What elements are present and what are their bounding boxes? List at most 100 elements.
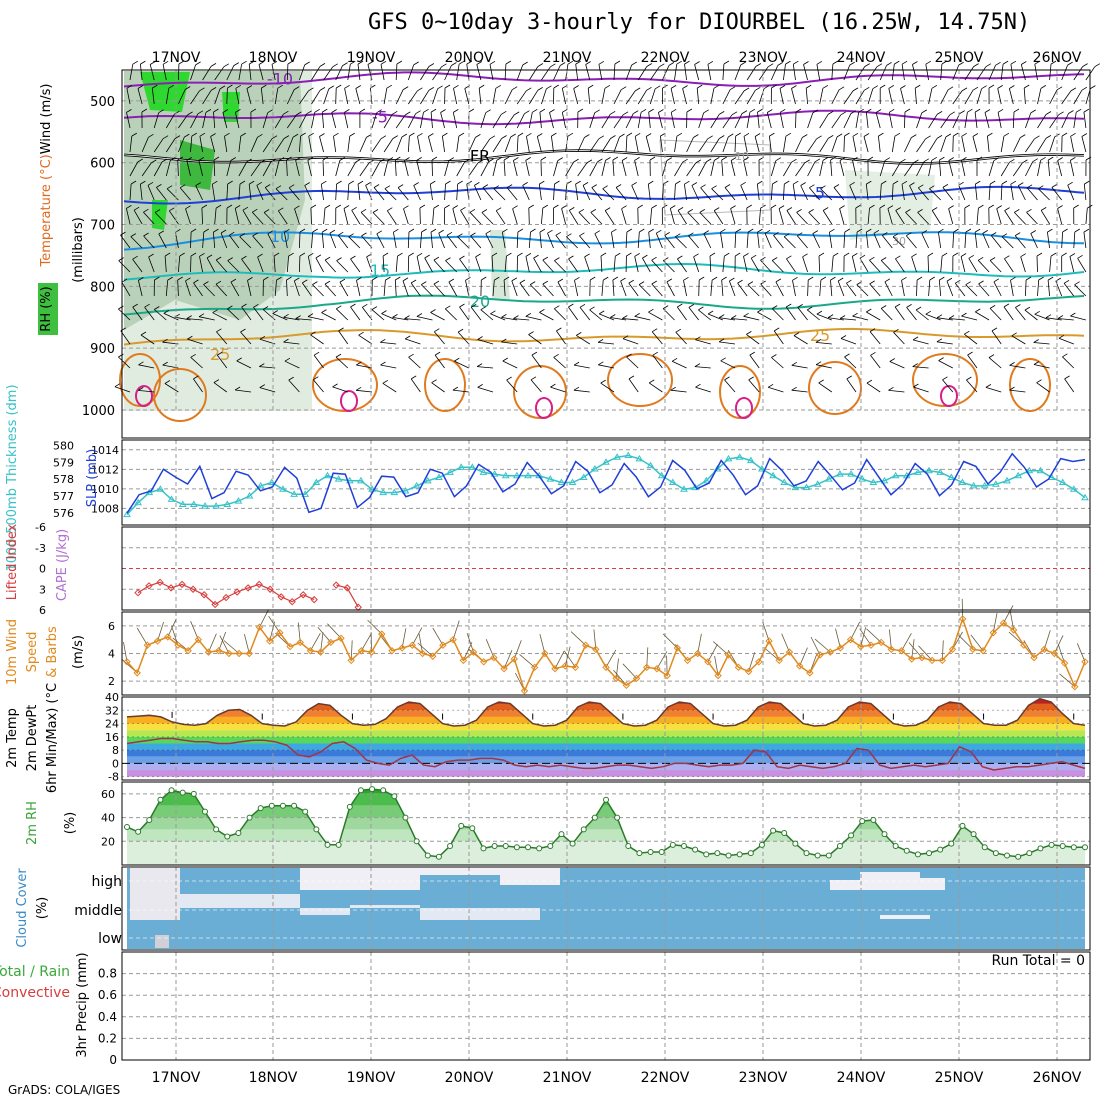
wind-barb-flag — [118, 353, 124, 358]
wind-barb — [190, 255, 192, 273]
wind-barb — [952, 90, 963, 105]
thickness-line-point — [613, 453, 622, 460]
wind-barb — [747, 284, 760, 297]
wind-barb — [454, 360, 469, 369]
wind-barb — [177, 279, 179, 297]
wind-barb-flag — [240, 132, 247, 137]
wind-barb — [324, 283, 336, 297]
wind-barb-flag — [114, 383, 121, 388]
wind-barb-flag — [731, 111, 738, 116]
wind-barb-flag — [387, 207, 393, 212]
wind-barb-flag — [1070, 132, 1076, 137]
wind-barb-flag — [587, 84, 594, 89]
wind-barb-flag — [246, 158, 252, 163]
wind-barb — [178, 63, 180, 81]
wind-barb-flag — [654, 85, 661, 90]
wind-barb — [1061, 113, 1069, 129]
wind-barb-flag — [466, 60, 473, 65]
wind-barb — [651, 259, 663, 273]
wind-barb — [831, 136, 838, 153]
wind-barb-flag — [881, 180, 887, 185]
wind-barb-flag — [482, 184, 489, 188]
wind-barb — [392, 317, 409, 321]
wind-barb — [550, 386, 566, 393]
wind-barb — [503, 279, 506, 297]
wind-barb — [721, 159, 724, 177]
wind-barb — [928, 279, 931, 297]
wind-barb-flag — [622, 335, 629, 340]
thickness-line-point — [546, 475, 555, 482]
wind-barb — [795, 162, 806, 177]
wind-barb — [795, 137, 803, 153]
wind-barb-flag — [693, 253, 699, 258]
wind-barb-flag — [867, 156, 874, 161]
wind-barb — [880, 308, 893, 321]
wind-barb-flag — [485, 109, 491, 114]
wind-barb-flag — [537, 87, 543, 91]
thickness-line-point — [590, 465, 599, 472]
wind-barb — [312, 379, 324, 393]
wind-barb-flag — [604, 207, 611, 211]
wind-barb — [675, 331, 687, 345]
wind-barb — [770, 160, 777, 177]
cloud-clear — [130, 894, 540, 920]
wind-barb-flag — [138, 361, 144, 366]
wind-barb — [855, 231, 858, 249]
wind-barb — [925, 64, 929, 81]
wind-barb-flag — [1061, 132, 1068, 137]
wind-barb — [1062, 356, 1075, 369]
wind-barb-flag — [372, 276, 378, 281]
wind-barb — [513, 318, 530, 321]
wind-barb-flag — [720, 228, 726, 233]
wind-barb-flag — [547, 229, 553, 234]
wind-barb-10m — [412, 627, 423, 646]
wind-barb-flag — [1009, 158, 1015, 163]
wind-barb-flag — [631, 182, 637, 186]
wind-barb-10m — [835, 628, 841, 649]
wind-barb-flag — [286, 156, 292, 161]
wind-barb — [645, 136, 651, 153]
wind-barb-flag — [451, 62, 457, 66]
wind-barb — [831, 89, 840, 105]
wind-barb — [186, 318, 203, 321]
wind-barb-flag — [235, 84, 242, 89]
wind-speed-line-point — [469, 648, 478, 656]
wind-barb-flag — [747, 228, 754, 233]
thickness-line-point — [323, 471, 332, 479]
wind-barb-flag — [771, 354, 777, 358]
wind-barb — [260, 88, 264, 105]
wind-barb-flag — [652, 351, 659, 356]
wind-barb — [226, 87, 228, 105]
wind-speed-line-point — [887, 645, 896, 654]
wind-barb-flag — [796, 209, 802, 213]
wind-barb — [214, 88, 221, 105]
rh-line-point — [124, 824, 130, 831]
wind-barb — [767, 386, 784, 393]
wind-barb — [446, 235, 458, 249]
wind-barb-flag — [573, 361, 580, 366]
wind-barb-flag — [775, 157, 782, 162]
wind-barb — [395, 63, 398, 81]
wind-barb — [816, 313, 832, 321]
y-tick-label: 6 — [39, 604, 46, 617]
wind-barb — [452, 389, 469, 393]
wind-barb-flag — [501, 110, 507, 115]
wind-barb-flag — [322, 156, 329, 161]
y-tick-label: 0 — [39, 563, 46, 576]
wind-barb-flag — [513, 111, 520, 116]
wind-barb — [662, 183, 664, 201]
wind-barb — [259, 387, 276, 393]
thickness-line-point — [1014, 471, 1023, 479]
wind-barb-flag — [778, 205, 785, 209]
wind-barb-flag — [981, 85, 987, 90]
wind-barb-flag — [423, 108, 429, 113]
wind-barb-10m — [763, 647, 780, 661]
wind-barb — [226, 160, 232, 177]
wind-barb-flag — [974, 108, 981, 113]
wind-speed-line-point — [694, 649, 702, 658]
wind-barb — [991, 330, 1002, 345]
wind-barb-flag — [287, 60, 294, 65]
wind-barb — [480, 138, 491, 153]
wind-barb-flag — [556, 327, 562, 332]
wind-barb-flag — [234, 205, 241, 209]
